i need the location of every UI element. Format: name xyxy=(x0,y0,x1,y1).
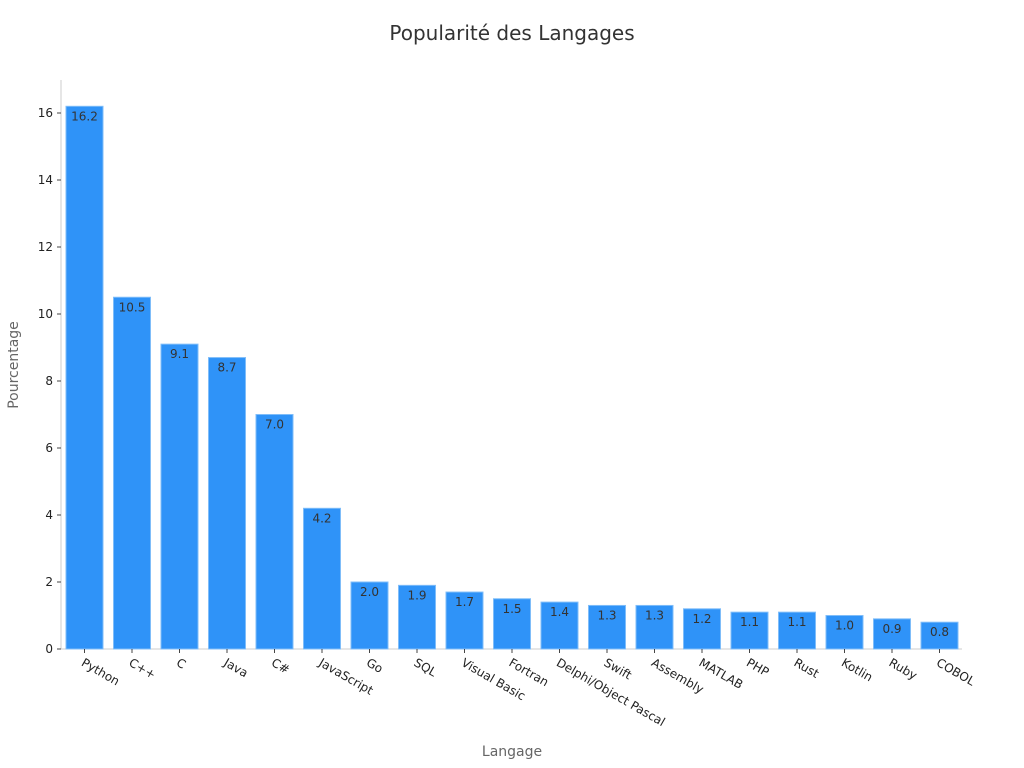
bar xyxy=(160,343,199,650)
bar xyxy=(398,584,436,650)
x-tick-label: C# xyxy=(269,655,292,676)
y-tick-label: 8 xyxy=(45,374,53,388)
chart-title: Popularité des Langages xyxy=(389,21,634,45)
data-label: 8.7 xyxy=(217,361,236,375)
bar xyxy=(208,357,246,650)
bar xyxy=(873,618,911,650)
bar xyxy=(255,414,294,650)
x-axis-label: Langage xyxy=(482,744,542,760)
y-tick-label: 2 xyxy=(45,575,53,589)
bar xyxy=(303,507,341,650)
data-label: 0.9 xyxy=(882,622,901,636)
data-label: 7.0 xyxy=(265,418,284,432)
y-tick-label: 14 xyxy=(38,173,53,187)
bar xyxy=(65,105,104,650)
data-label: 1.1 xyxy=(740,615,759,629)
x-tick-label: COBOL xyxy=(934,655,978,688)
y-tick-label: 0 xyxy=(45,642,53,656)
x-tick-label: Rust xyxy=(792,655,822,680)
data-label: 9.1 xyxy=(170,347,189,361)
y-tick-label: 12 xyxy=(38,240,53,254)
bars-group: 16.2 10.5 9.1 8.7 7.0 4.2 2.0 1.9 1.7 1.5 1.4 1.3 1.… xyxy=(65,105,959,650)
bar xyxy=(920,621,959,650)
data-label: 0.8 xyxy=(930,625,949,639)
data-label: 1.9 xyxy=(407,588,426,602)
y-tick-label: 16 xyxy=(38,106,53,120)
x-tick-label: C xyxy=(174,655,188,671)
bar xyxy=(540,601,579,650)
x-tick-label: Go xyxy=(364,655,385,675)
y-tick-label: 10 xyxy=(38,307,53,321)
x-tick-label: PHP xyxy=(744,655,771,679)
data-label: 1.4 xyxy=(550,605,569,619)
data-label: 16.2 xyxy=(71,109,98,123)
data-label: 1.2 xyxy=(692,612,711,626)
x-tick-label: SQL xyxy=(412,655,440,679)
y-tick-label: 4 xyxy=(45,508,53,522)
data-label: 1.5 xyxy=(502,602,521,616)
x-tick-label: Ruby xyxy=(887,655,920,682)
data-label: 1.3 xyxy=(645,608,664,622)
x-tick-label: C++ xyxy=(127,655,159,681)
bar xyxy=(113,296,151,650)
data-label: 1.3 xyxy=(597,608,616,622)
bar xyxy=(493,598,531,650)
y-tick-label: 6 xyxy=(45,441,53,455)
y-axis-label: Pourcentage xyxy=(6,321,22,409)
x-tick-label: Swift xyxy=(602,655,635,682)
data-label: 1.7 xyxy=(455,595,474,609)
bar xyxy=(825,615,864,650)
data-label: 10.5 xyxy=(119,300,146,314)
data-label: 1.0 xyxy=(835,619,854,633)
data-label: 2.0 xyxy=(360,585,379,599)
data-label: 4.2 xyxy=(312,511,331,525)
x-tick-label: Python xyxy=(79,655,122,688)
data-label: 1.1 xyxy=(787,615,806,629)
x-tick-label: Java xyxy=(221,655,251,680)
y-ticks-group: 0 2 4 6 8 10 12 14 16 xyxy=(38,106,61,656)
bar xyxy=(445,591,484,650)
x-tick-label: Assembly xyxy=(649,655,706,696)
bar xyxy=(635,604,674,650)
bar xyxy=(588,604,626,650)
bar xyxy=(350,581,389,650)
x-tick-label: Kotlin xyxy=(839,655,875,684)
